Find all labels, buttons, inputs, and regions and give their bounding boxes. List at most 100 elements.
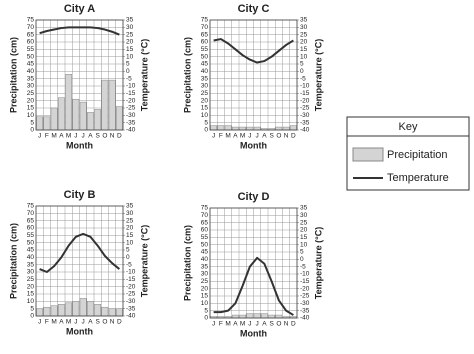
y2-tick-label: -35: [300, 119, 310, 126]
y-tick-label: 55: [201, 234, 209, 241]
precip-bar: [282, 126, 290, 131]
x-tick-label: A: [262, 133, 267, 140]
y-tick-label: 40: [27, 68, 35, 75]
precip-bar: [101, 306, 109, 317]
y-tick-label: 15: [201, 105, 209, 112]
y2-tick-label: -15: [126, 276, 136, 283]
key-title: Key: [399, 121, 418, 133]
y-tick-label: 20: [201, 285, 209, 292]
climate-chart: City A051015202530354045505560657075-40-…: [8, 3, 149, 150]
key-label: Temperature: [387, 172, 449, 184]
x-tick-label: J: [82, 133, 85, 140]
y2-tick-label: 10: [126, 53, 134, 60]
x-tick-label: O: [276, 133, 281, 140]
y-tick-label: 50: [27, 239, 35, 246]
y2-tick-label: -30: [126, 112, 136, 119]
precip-bar: [50, 305, 58, 317]
y2-tick-label: -5: [300, 75, 306, 82]
x-tick-label: J: [74, 133, 77, 140]
precip-bar: [217, 125, 225, 131]
precip-bar: [94, 109, 101, 131]
key-swatch-precip: [352, 147, 384, 162]
y-tick-label: 40: [201, 256, 209, 263]
y-tick-label: 40: [27, 254, 35, 261]
precip-bar: [253, 313, 261, 319]
y-tick-label: 70: [201, 212, 209, 219]
precip-bar: [232, 314, 239, 319]
precip-bar: [72, 98, 80, 131]
y2-tick-label: -10: [300, 271, 310, 278]
x-axis-label: Month: [66, 326, 93, 336]
precip-bar: [210, 125, 217, 131]
y-tick-label: 20: [27, 283, 35, 290]
climate-chart: City B051015202530354045505560657075-40-…: [8, 189, 149, 336]
precip-bar: [36, 308, 43, 317]
y-tick-label: 55: [27, 46, 35, 53]
precip-bar: [246, 126, 254, 131]
x-tick-label: M: [240, 321, 245, 328]
x-tick-label: F: [219, 133, 223, 140]
y-tick-label: 70: [27, 210, 35, 217]
key-label: Precipitation: [387, 149, 448, 161]
x-tick-label: N: [284, 321, 289, 328]
y-tick-label: 10: [27, 298, 35, 305]
precip-bar: [36, 116, 43, 131]
x-tick-label: A: [88, 133, 93, 140]
x-tick-label: J: [248, 133, 251, 140]
y2-tick-label: -10: [126, 83, 136, 90]
precip-bar: [246, 313, 254, 319]
y-tick-label: 45: [27, 247, 35, 254]
x-tick-label: J: [256, 321, 259, 328]
y-axis-label: Precipitation (cm): [8, 37, 18, 113]
y-tick-label: 10: [201, 300, 209, 307]
precip-bar: [65, 74, 72, 131]
y-tick-label: 25: [201, 278, 209, 285]
y2-tick-label: 20: [300, 39, 308, 46]
x-tick-label: S: [269, 133, 274, 140]
y2-tick-label: 20: [126, 225, 134, 232]
y2-tick-label: 5: [126, 61, 130, 68]
y-tick-label: 30: [27, 269, 35, 276]
y2-tick-label: -20: [126, 97, 136, 104]
x-tick-label: D: [117, 319, 122, 326]
y2-tick-label: 10: [300, 53, 308, 60]
x-tick-label: M: [66, 133, 71, 140]
x-tick-label: A: [88, 319, 93, 326]
y2-tick-label: 25: [126, 217, 134, 224]
plot-frame: [35, 205, 124, 317]
y2-axis-label: Temperature (°C): [139, 39, 149, 111]
y2-tick-label: -35: [126, 119, 136, 126]
y2-tick-label: -35: [126, 305, 136, 312]
y-tick-label: 50: [201, 241, 209, 248]
x-tick-label: J: [38, 133, 41, 140]
y-tick-label: 10: [27, 112, 35, 119]
x-tick-label: A: [59, 319, 64, 326]
precip-bar: [268, 314, 275, 319]
precip-bar: [43, 306, 51, 317]
x-tick-label: D: [291, 321, 296, 328]
y2-tick-label: 20: [126, 39, 134, 46]
temperature-line: [213, 38, 294, 64]
y-tick-label: 45: [201, 61, 209, 68]
y-tick-label: 60: [27, 225, 35, 232]
plot-frame: [209, 19, 298, 131]
y2-tick-label: 5: [126, 247, 130, 254]
y2-tick-label: 30: [126, 24, 134, 31]
x-tick-label: S: [269, 321, 274, 328]
precip-bar: [87, 301, 94, 317]
y-tick-label: 30: [201, 271, 209, 278]
y2-tick-label: 20: [300, 227, 308, 234]
x-tick-label: A: [59, 133, 64, 140]
y2-tick-label: 15: [126, 46, 134, 53]
x-tick-label: S: [95, 133, 100, 140]
precip-bar: [50, 107, 58, 131]
temperature-line: [39, 232, 121, 273]
y-tick-label: 55: [27, 232, 35, 239]
x-axis-label: Month: [240, 140, 267, 150]
x-tick-label: J: [74, 319, 77, 326]
y2-tick-label: -30: [300, 300, 310, 307]
precip-bar: [224, 125, 232, 131]
temperature-line: [39, 26, 120, 36]
y-tick-label: 40: [201, 68, 209, 75]
y-tick-label: 65: [201, 219, 209, 226]
